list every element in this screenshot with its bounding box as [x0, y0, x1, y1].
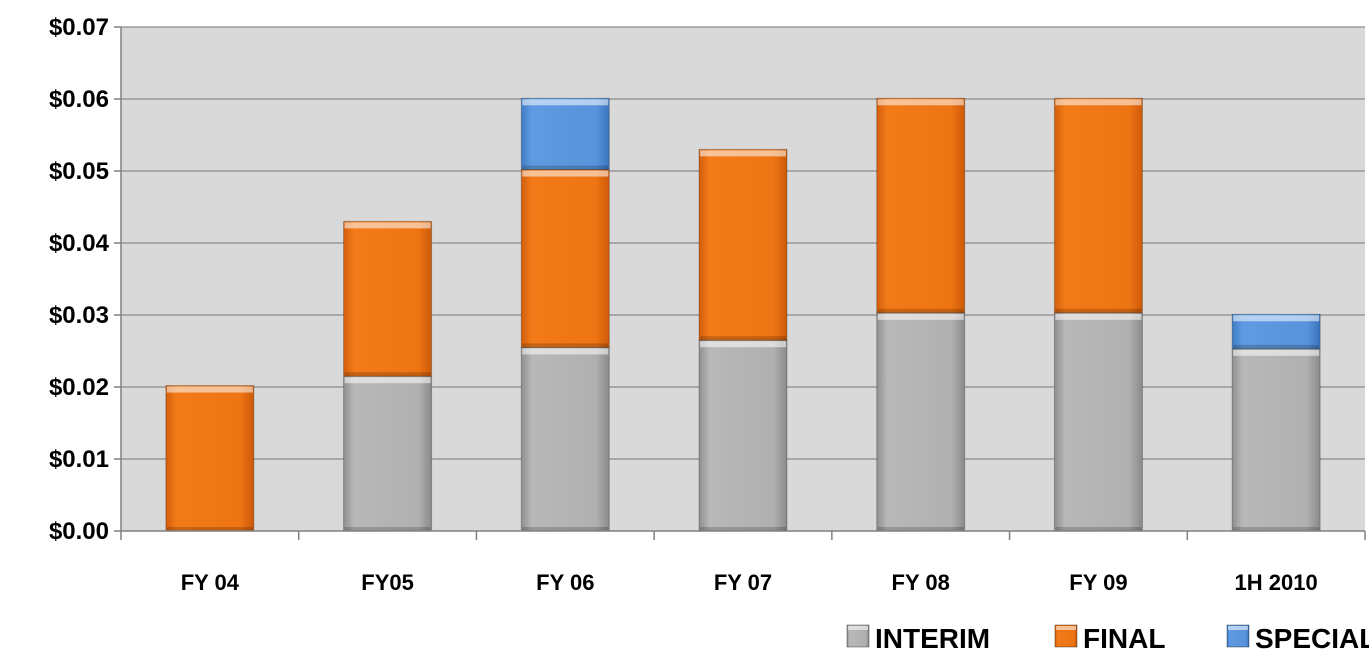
x-tick-label: FY 07	[714, 570, 772, 595]
bar-segment-interim	[520, 346, 610, 532]
bar-fill	[343, 375, 433, 532]
bar-bevel	[344, 222, 431, 229]
legend-swatch	[1054, 624, 1078, 648]
x-tick-label: FY05	[361, 570, 414, 595]
bar-bevel	[166, 386, 253, 393]
bar-segment-interim	[343, 375, 433, 532]
bar-bevel	[700, 150, 786, 157]
bar-shade	[1055, 527, 1142, 531]
legend-label: INTERIM	[875, 623, 990, 654]
bar-segment-final	[343, 220, 433, 377]
bar-shade	[700, 336, 786, 341]
bar-fill	[876, 97, 966, 314]
bar-fill	[876, 312, 966, 532]
y-tick-label: $0.07	[49, 14, 109, 41]
legend-swatch-bevel	[1228, 626, 1248, 630]
bar-segment-special	[520, 97, 610, 171]
bar-segment-interim	[1053, 312, 1143, 532]
bar-bevel	[1233, 349, 1320, 356]
x-axis-ticks: FY 04 FY05 FY 06 FY 07 FY 08 FY 09 1H 2010	[120, 531, 1366, 595]
legend-item-special: SPECIAL	[1226, 623, 1369, 654]
bar-segment-special	[1231, 313, 1321, 350]
bar-fill	[520, 97, 610, 171]
bar-segment-final	[698, 148, 788, 341]
bar-segment-final	[520, 169, 610, 348]
y-tick-label: $0.03	[49, 302, 109, 329]
bar-fill	[343, 220, 433, 377]
legend-label: SPECIAL	[1255, 623, 1369, 654]
bar-shade	[522, 527, 609, 531]
bar-shade	[522, 165, 609, 170]
bar-bevel	[1055, 313, 1142, 320]
bar-bevel	[700, 341, 786, 348]
y-tick-label: $0.04	[49, 230, 110, 257]
bar-shade	[1055, 308, 1142, 313]
bars	[165, 97, 1321, 532]
legend-swatch	[1226, 624, 1250, 648]
bar-fill	[1053, 312, 1143, 532]
legend: INTERIM FINAL SPECIAL	[846, 623, 1369, 654]
bar-bevel	[344, 377, 431, 384]
bar-shade	[522, 343, 609, 348]
bar-bevel	[522, 170, 609, 177]
y-tick-label: $0.02	[49, 374, 109, 401]
legend-label: FINAL	[1083, 623, 1165, 654]
x-tick-label: FY 06	[536, 570, 594, 595]
bar-segment-final	[165, 385, 255, 532]
bar-fill	[520, 169, 610, 348]
bar-shade	[1233, 527, 1320, 531]
y-tick-label: $0.01	[49, 446, 109, 473]
y-tick-label: $0.00	[49, 518, 109, 545]
legend-item-final: FINAL	[1054, 623, 1165, 654]
x-tick-label: FY 04	[181, 570, 240, 595]
bar-segment-interim	[1231, 348, 1321, 532]
bar-shade	[877, 527, 964, 531]
x-tick-label: 1H 2010	[1235, 570, 1318, 595]
bar-segment-final	[876, 97, 966, 314]
y-tick-label: $0.05	[49, 158, 109, 185]
bar-fill	[698, 148, 788, 341]
bar-shade	[344, 527, 431, 531]
x-tick-label: FY 08	[892, 570, 950, 595]
bar-segment-interim	[698, 339, 788, 532]
legend-item-interim: INTERIM	[846, 623, 990, 654]
bar-bevel	[522, 99, 609, 106]
bar-shade	[166, 527, 253, 531]
y-axis-ticks: $0.00 $0.01 $0.02 $0.03 $0.04 $0.05 $0.06 $0.07	[49, 14, 121, 545]
bar-shade	[700, 527, 786, 531]
bar-shade	[344, 372, 431, 377]
bar-segment-final	[1053, 97, 1143, 314]
legend-swatch	[846, 624, 870, 648]
bar-bevel	[877, 313, 964, 320]
bar-fill	[1053, 97, 1143, 314]
bar-bevel	[522, 348, 609, 355]
bar-bevel	[1055, 99, 1142, 106]
y-tick-label: $0.06	[49, 86, 109, 113]
x-tick-label: FY 09	[1069, 570, 1127, 595]
bar-fill	[165, 385, 255, 532]
bar-shade	[877, 308, 964, 313]
bar-fill	[520, 346, 610, 532]
bar-bevel	[1233, 315, 1320, 322]
bar-segment-interim	[876, 312, 966, 532]
legend-swatch-bevel	[1056, 626, 1076, 630]
bar-fill	[698, 339, 788, 532]
legend-swatch-bevel	[848, 626, 868, 630]
bar-bevel	[877, 99, 964, 106]
bar-fill	[1231, 348, 1321, 532]
bar-shade	[1233, 344, 1320, 349]
